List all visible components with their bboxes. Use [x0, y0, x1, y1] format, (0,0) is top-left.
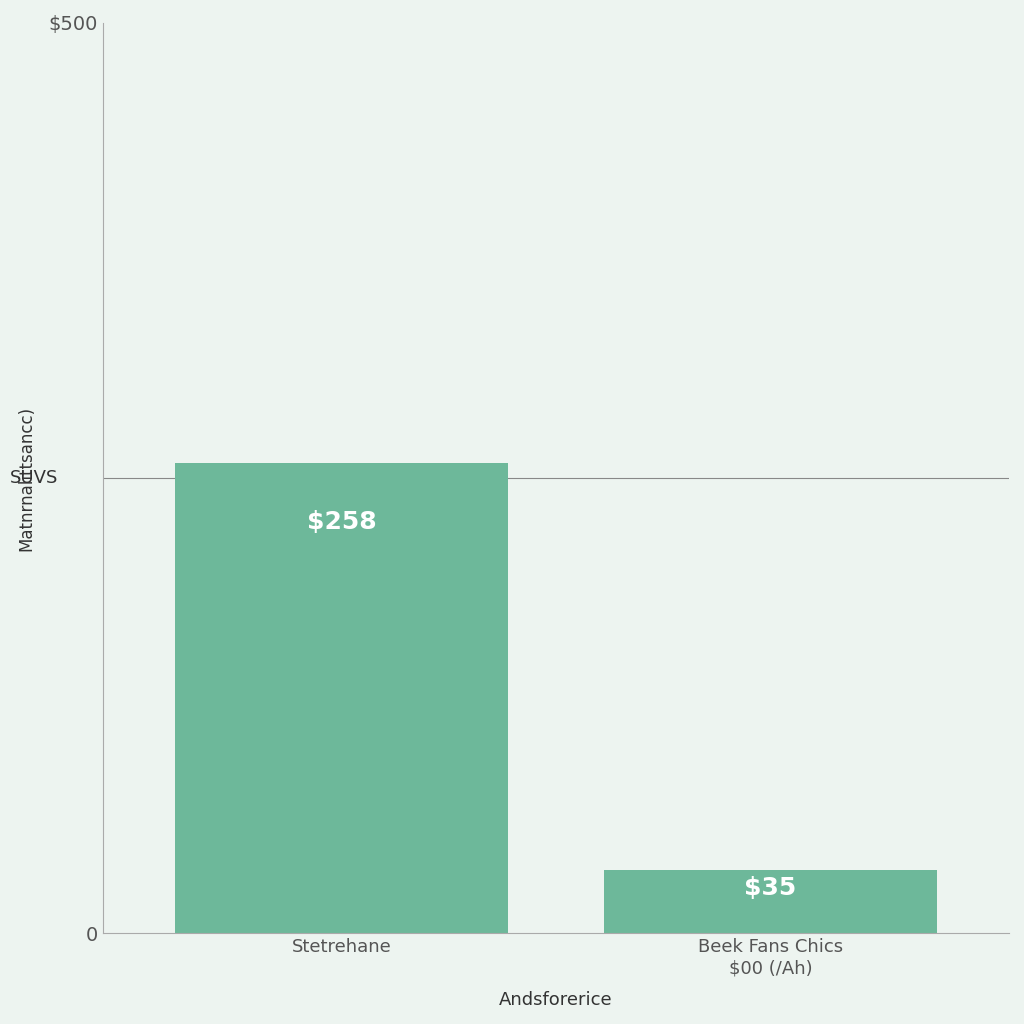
Y-axis label: Matnrnalittsancc): Matnrnalittsancc) — [17, 406, 35, 551]
X-axis label: Andsforerice: Andsforerice — [500, 991, 612, 1009]
Text: $35: $35 — [744, 877, 797, 900]
Bar — [604, 869, 938, 934]
Bar — [174, 464, 508, 934]
Text: $258: $258 — [306, 510, 376, 535]
Text: SUVS: SUVS — [9, 469, 57, 487]
